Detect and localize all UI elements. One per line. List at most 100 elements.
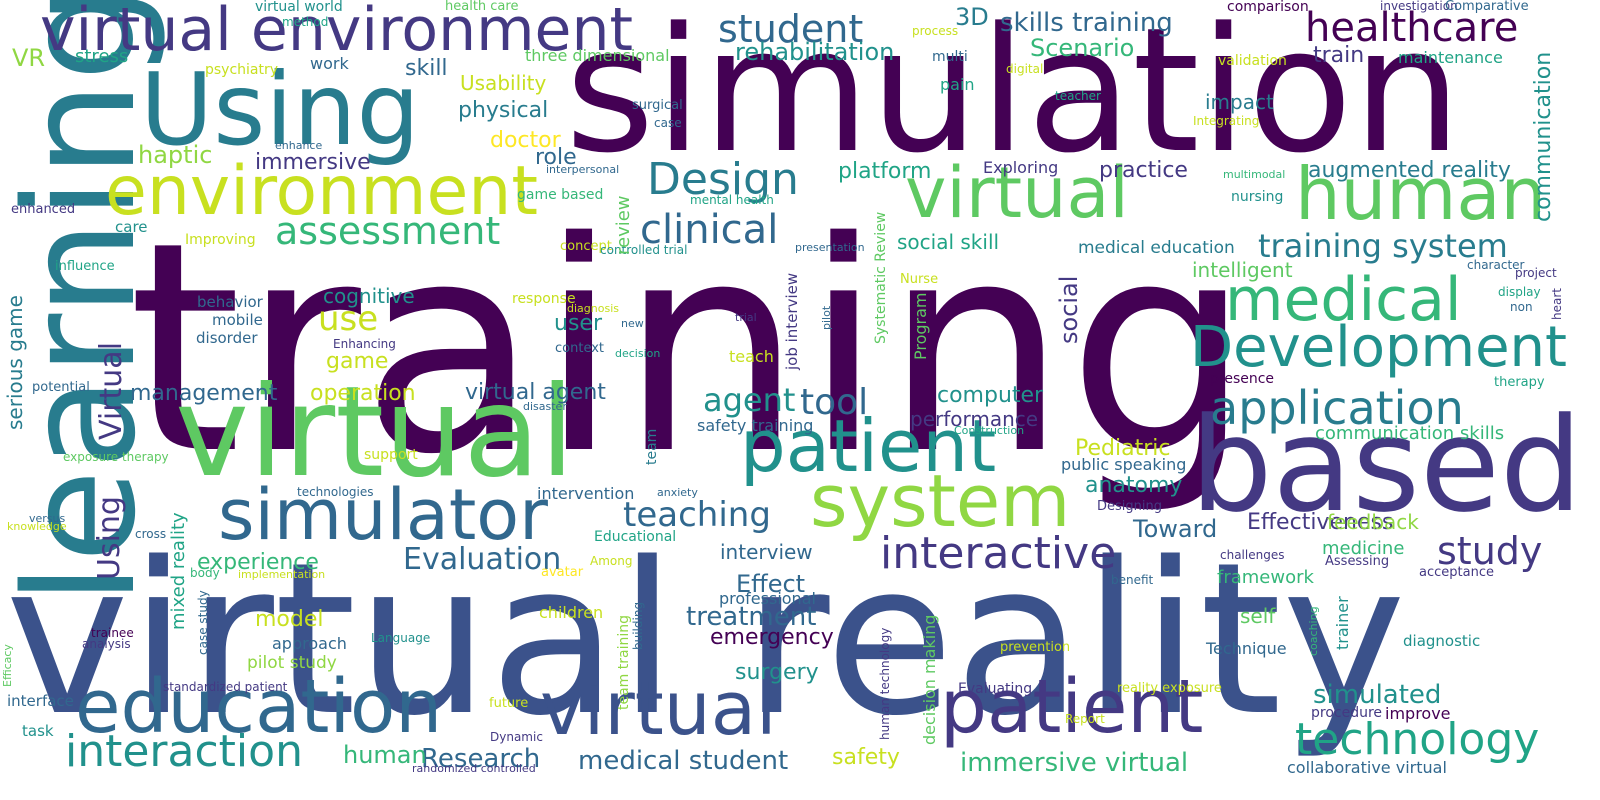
word-psychiatry: psychiatry — [205, 62, 279, 78]
word-stress: stress — [75, 46, 129, 67]
word-skills-training: skills training — [1000, 8, 1173, 38]
word-interaction: interaction — [65, 726, 303, 777]
word-pilot: pilot — [820, 305, 833, 330]
word-trainee: trainee — [91, 626, 134, 640]
word-therapy: therapy — [1494, 375, 1545, 390]
word-interview: interview — [720, 540, 813, 564]
word-management: management — [130, 381, 278, 406]
word-using-big: Using — [140, 51, 420, 168]
word-tool: tool — [800, 382, 869, 423]
word-comparative: Comparative — [1445, 0, 1529, 14]
word-potential: potential — [32, 380, 90, 395]
word-avatar: avatar — [541, 565, 584, 580]
word-nurse: Nurse — [900, 272, 939, 287]
word-surgical: surgical — [632, 98, 683, 113]
word-practice: practice — [1099, 158, 1188, 183]
word-performance: performance — [910, 407, 1039, 431]
word-controlled-trial: controlled trial — [600, 243, 688, 257]
word-implementation: implementation — [238, 568, 326, 581]
word-research: Research — [421, 744, 541, 774]
word-medical-student: medical student — [578, 746, 789, 776]
word-evaluation: Evaluation — [403, 542, 562, 577]
word-virtual-vertical: Virtual — [94, 341, 129, 440]
word-education: education — [75, 664, 443, 750]
word-development: Development — [1190, 315, 1567, 380]
word-simulated: simulated — [1313, 680, 1442, 710]
word-framework: framework — [1217, 567, 1314, 588]
word-effect: Effect — [736, 570, 806, 598]
word-virtual-bottom: virtual — [540, 666, 777, 752]
word-case: case — [654, 116, 682, 130]
word-toward: Toward — [1133, 515, 1218, 543]
word-surgery: surgery — [735, 660, 819, 685]
word-emergency: emergency — [710, 625, 834, 650]
word-3d: 3D — [955, 3, 989, 31]
word-pilot-study: pilot study — [247, 653, 337, 673]
word-skill: skill — [405, 56, 448, 81]
word-language: Language — [371, 631, 431, 645]
word-system: system — [810, 459, 1071, 543]
word-case-study: case study — [196, 590, 210, 655]
word-diagnostic: diagnostic — [1403, 632, 1481, 650]
word-multi: multi — [932, 49, 968, 65]
word-comparison: comparison — [1227, 0, 1309, 15]
word-job-interview: job interview — [783, 272, 801, 370]
word-validation: validation — [1218, 53, 1287, 69]
word-teaching: teaching — [623, 495, 771, 535]
word-agent: agent — [703, 381, 796, 419]
word-technology: technology — [1295, 714, 1540, 765]
word-collaborative-virtual: collaborative virtual — [1287, 758, 1447, 777]
word-digital: digital — [1006, 62, 1044, 76]
word-maintenance: maintenance — [1398, 48, 1503, 67]
word-virtual-human: virtual — [905, 152, 1129, 234]
word-analysis: analysis — [82, 637, 131, 651]
word-student-top: student — [718, 7, 864, 51]
word-versus: versus — [29, 512, 66, 525]
word-multimodal: multimodal — [1223, 168, 1286, 181]
word-based: based — [1190, 389, 1583, 541]
word-medicine: medicine — [1322, 538, 1405, 559]
word-simulator: simulator — [218, 474, 548, 556]
word-project: project — [1515, 266, 1557, 280]
word-team: team — [644, 428, 660, 465]
word-task: task — [22, 722, 54, 740]
word-platform: platform — [838, 159, 932, 184]
word-disorder: disorder — [196, 329, 258, 347]
word-randomized-controlled: randomized controlled — [412, 762, 536, 775]
word-influence: influence — [55, 259, 115, 274]
word-body: body — [190, 566, 220, 580]
word-standardized-patient: standardized patient — [163, 680, 288, 694]
word-human-small: human — [343, 741, 427, 769]
word-mobile: mobile — [212, 311, 263, 329]
word-investigation: investigation — [1380, 0, 1458, 13]
word-teach: teach — [729, 347, 774, 366]
word-display: display — [1498, 285, 1541, 299]
word-cross: cross — [135, 527, 167, 541]
word-reality-exposure: reality exposure — [1117, 681, 1222, 696]
word-communication-skills: communication skills — [1315, 423, 1505, 444]
word-assessing: Assessing — [1325, 554, 1390, 569]
word-heart: heart — [1550, 288, 1564, 320]
word-virtual-environment: virtual environment — [40, 0, 634, 65]
word-assessment: assessment — [275, 209, 501, 253]
word-using-vertical: Using — [92, 496, 127, 580]
word-medical: medical — [1225, 265, 1462, 335]
word-integrating: Integrating — [1193, 114, 1260, 128]
word-study: study — [1437, 529, 1543, 573]
word-virtual-reality: virtual reality — [5, 517, 1407, 762]
word-haptic: haptic — [138, 141, 213, 169]
word-exploring: Exploring — [983, 158, 1059, 177]
word-decision: decision — [615, 347, 661, 360]
word-trial: trial — [735, 311, 757, 324]
word-public-speaking: public speaking — [1061, 455, 1187, 474]
word-rehabilitation: rehabilitation — [735, 38, 895, 66]
word-intelligent: intelligent — [1192, 258, 1293, 282]
word-immersive: immersive — [255, 150, 371, 175]
word-prevention: prevention — [1000, 640, 1071, 655]
word-communication: communication — [1531, 51, 1556, 222]
word-user: user — [554, 311, 602, 336]
word-support: support — [364, 447, 418, 463]
word-augmented-reality: augmented reality — [1308, 158, 1511, 183]
word-game-based: game based — [517, 187, 604, 203]
word-designing: Designing — [1097, 499, 1162, 514]
